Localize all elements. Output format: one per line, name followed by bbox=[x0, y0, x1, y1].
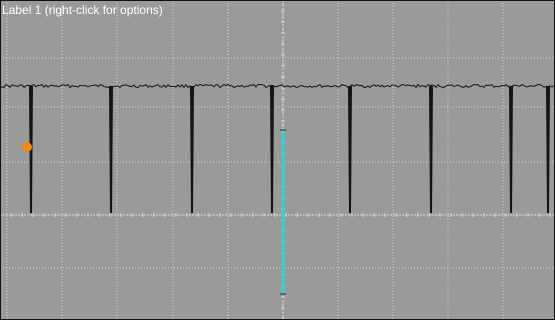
spike-0 bbox=[29, 85, 33, 214]
orange-channel-marker[interactable] bbox=[22, 142, 32, 152]
signal-spikes bbox=[29, 85, 550, 214]
spike-6 bbox=[509, 85, 513, 214]
spike-7 bbox=[546, 85, 550, 214]
spike-2 bbox=[190, 85, 194, 214]
spike-1 bbox=[109, 85, 113, 214]
spike-5 bbox=[429, 85, 433, 214]
spike-3 bbox=[270, 85, 274, 214]
channel-label[interactable]: Label 1 (right-click for options) bbox=[2, 3, 163, 17]
signal-trace bbox=[0, 83, 555, 89]
spike-4 bbox=[348, 85, 352, 214]
